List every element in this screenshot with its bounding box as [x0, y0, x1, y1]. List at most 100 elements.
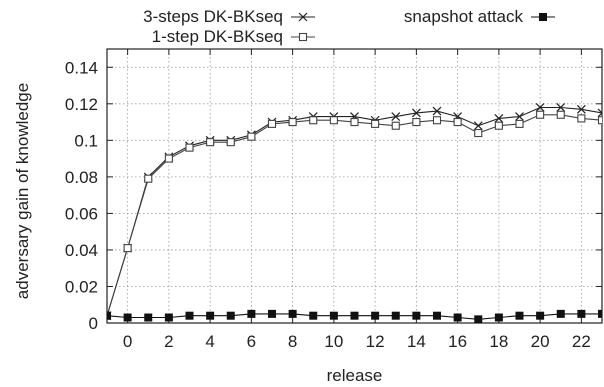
data-point	[556, 309, 565, 318]
y-tick-label: 0	[89, 314, 98, 333]
data-point	[391, 311, 400, 320]
data-point	[412, 118, 421, 127]
data-point	[536, 311, 545, 320]
data-point	[556, 103, 566, 112]
x-tick-label: 2	[164, 332, 173, 351]
data-point	[535, 103, 545, 112]
series-group	[107, 103, 602, 324]
data-point	[412, 311, 421, 320]
data-point	[515, 311, 524, 320]
x-tick-label: 12	[366, 332, 385, 351]
data-point	[144, 313, 153, 322]
data-point	[515, 112, 524, 122]
x-tick-label: 6	[247, 332, 256, 351]
series-line	[107, 114, 602, 316]
x-tick-label: 20	[531, 332, 550, 351]
y-tick-label: 0.14	[65, 58, 98, 77]
x-tick-label: 18	[489, 332, 508, 351]
data-point	[144, 174, 153, 183]
legend-marker	[298, 12, 308, 22]
x-tick-label: 8	[288, 332, 297, 351]
legend-marker	[539, 13, 547, 21]
data-point	[268, 309, 276, 318]
data-point	[206, 138, 215, 147]
data-point	[536, 110, 545, 119]
data-point	[598, 309, 602, 318]
x-tick-label: 14	[407, 332, 426, 351]
plot-frame	[106, 48, 603, 324]
x-tick-label: 4	[205, 332, 214, 351]
data-point	[433, 311, 441, 320]
data-point	[371, 119, 380, 128]
x-tick-label: 16	[448, 332, 467, 351]
series-1	[107, 103, 602, 321]
data-point	[597, 108, 602, 118]
data-point	[494, 313, 503, 322]
data-point	[288, 118, 297, 127]
legend-marker	[298, 32, 308, 42]
x-axis-label: release	[327, 366, 383, 385]
data-point	[329, 311, 338, 320]
grid	[107, 49, 602, 324]
data-point	[597, 116, 602, 125]
data-point	[350, 311, 359, 320]
data-point	[350, 118, 359, 127]
x-tick-label: 0	[123, 332, 132, 351]
data-point	[309, 311, 318, 320]
data-point	[576, 104, 586, 114]
data-point	[267, 119, 277, 128]
legend-entry: 3-steps DK-BKseq	[143, 7, 315, 26]
series-2	[107, 110, 602, 320]
legend-label: 3-steps DK-BKseq	[143, 7, 283, 26]
data-point	[411, 108, 421, 118]
series-line	[107, 106, 602, 316]
data-point	[329, 116, 338, 125]
data-point	[247, 132, 256, 141]
data-point	[226, 311, 235, 320]
y-tick-label: 0.04	[65, 241, 98, 260]
y-tick-label: 0.06	[65, 204, 98, 223]
y-axis-label: adversary gain of knowledge	[13, 83, 32, 299]
data-point	[391, 121, 400, 130]
data-point	[494, 113, 504, 123]
data-point	[432, 116, 442, 125]
y-tick-label: 0.08	[65, 168, 98, 187]
data-point	[474, 128, 483, 138]
legend-entry: snapshot attack	[404, 7, 555, 26]
data-point	[164, 154, 173, 163]
data-point	[123, 244, 132, 253]
data-point	[226, 138, 235, 147]
data-point	[474, 315, 483, 324]
data-point	[432, 106, 442, 116]
data-point	[185, 311, 194, 320]
data-point	[185, 143, 194, 152]
data-point	[288, 309, 297, 318]
data-point	[206, 311, 215, 320]
y-tick-label: 0.1	[74, 131, 98, 150]
axes: 0 0.02 0.04 0.06 0.08 0.1 0.12 0.14 0 2 4 6 8 10 12 14 1…	[65, 48, 603, 351]
data-point	[371, 311, 380, 320]
data-point	[473, 121, 483, 131]
x-tick-label: 22	[572, 332, 591, 351]
x-tick-label: 10	[324, 332, 343, 351]
data-point	[164, 313, 173, 322]
data-point	[453, 313, 462, 322]
data-point	[515, 119, 524, 128]
data-point	[577, 114, 586, 123]
legend-entry: 1-step DK-BKseq	[152, 27, 315, 46]
legend-label: 1-step DK-BKseq	[152, 27, 283, 46]
data-point	[247, 309, 256, 318]
data-point	[391, 112, 401, 122]
axis-labels: release adversary gain of knowledge	[13, 83, 382, 385]
data-point	[123, 313, 132, 322]
data-point	[107, 311, 111, 320]
y-tick-label: 0.12	[65, 95, 98, 114]
series-3	[107, 309, 602, 324]
legend-label: snapshot attack	[404, 7, 524, 26]
data-point	[577, 309, 586, 318]
data-point	[453, 118, 462, 127]
data-point	[494, 121, 503, 130]
data-point	[556, 110, 565, 119]
